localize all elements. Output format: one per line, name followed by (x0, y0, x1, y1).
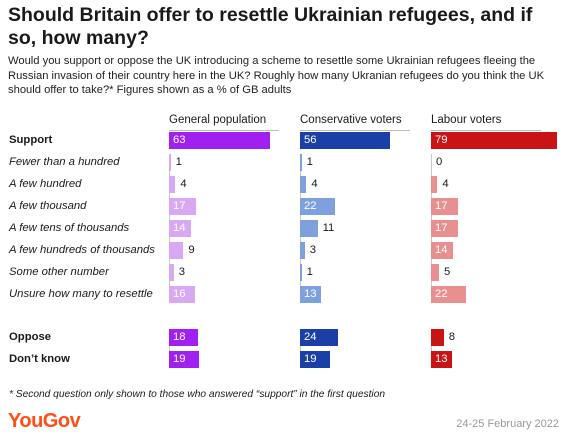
bar-labour (431, 176, 438, 193)
value-label-labour: 8 (448, 331, 456, 343)
value-label-general: 9 (188, 244, 195, 256)
value-label-conservative: 1 (306, 266, 313, 278)
value-label-general: 14 (173, 222, 186, 234)
row-label: Don’t know (9, 353, 70, 365)
bar-labour (431, 286, 467, 303)
value-label-conservative: 19 (304, 353, 317, 365)
bar-general (169, 220, 192, 237)
column-divider-general (169, 130, 279, 131)
value-label-labour: 4 (442, 178, 449, 190)
value-label-general: 1 (175, 156, 182, 168)
bar-labour (431, 198, 459, 215)
chart-subtitle: Would you support or oppose the UK intro… (8, 55, 545, 96)
value-label-conservative: 11 (322, 222, 335, 234)
bar-general (169, 154, 171, 171)
bar-labour (431, 132, 558, 149)
bar-conservative (300, 286, 321, 303)
value-label-conservative: 24 (304, 331, 317, 343)
bar-labour (431, 242, 454, 259)
value-label-general: 3 (178, 266, 186, 278)
column-divider-conservative (300, 130, 410, 131)
bar-general (169, 329, 198, 346)
axis-line-labour (431, 329, 432, 368)
value-label-labour: 17 (435, 222, 448, 234)
column-header-conservative: Conservative voters (300, 114, 402, 126)
bar-labour (431, 351, 452, 368)
bar-labour (431, 264, 439, 281)
value-label-labour: 79 (435, 134, 448, 146)
bar-conservative (300, 351, 331, 368)
axis-line-general (169, 329, 170, 368)
value-label-general: 16 (173, 288, 186, 300)
value-label-labour: 13 (435, 353, 448, 365)
bar-general (169, 176, 176, 193)
bar-general (169, 132, 270, 149)
row-label: A few thousand (9, 200, 87, 212)
value-label-conservative: 4 (311, 178, 318, 190)
survey-date: 24-25 February 2022 (456, 418, 559, 430)
bar-labour (431, 220, 459, 237)
value-label-labour: 14 (435, 244, 448, 256)
bar-labour (431, 329, 444, 346)
row-label: A few hundreds of thousands (9, 244, 155, 256)
bar-conservative (300, 329, 339, 346)
value-label-general: 18 (173, 331, 186, 343)
value-label-conservative: 3 (309, 244, 317, 256)
value-label-conservative: 13 (304, 288, 317, 300)
chart-title: Should Britain offer to resettle Ukraini… (8, 4, 533, 49)
bar-general (169, 242, 184, 259)
column-divider-labour (431, 130, 541, 131)
value-label-general: 4 (180, 178, 187, 190)
value-label-general: 19 (173, 353, 186, 365)
yougov-logo: YouGov (8, 410, 81, 432)
bar-general (169, 351, 200, 368)
bar-conservative (300, 242, 305, 259)
value-label-general: 63 (173, 134, 186, 146)
value-label-labour: 5 (444, 266, 451, 278)
column-header-labour: Labour voters (431, 114, 502, 126)
value-label-general: 17 (173, 200, 186, 212)
footnote: * Second question only shown to those wh… (9, 389, 386, 400)
column-header-general: General population (169, 114, 267, 126)
bar-general (169, 264, 174, 281)
bar-conservative (300, 198, 336, 215)
row-label: Oppose (9, 331, 52, 343)
row-label: A few hundred (9, 178, 82, 190)
value-label-conservative: 56 (304, 134, 317, 146)
bar-conservative (300, 264, 302, 281)
bar-conservative (300, 132, 390, 149)
row-label: Unsure how many to resettle (9, 288, 153, 300)
axis-line-conservative (300, 329, 301, 368)
row-label: Some other number (9, 266, 109, 278)
bar-conservative (300, 176, 307, 193)
value-label-conservative: 22 (304, 200, 317, 212)
row-label: Fewer than a hundred (9, 156, 120, 168)
bar-conservative (300, 154, 302, 171)
bar-general (169, 198, 197, 215)
row-label: A few tens of thousands (9, 222, 130, 234)
value-label-labour: 22 (435, 288, 448, 300)
value-label-labour: 0 (436, 156, 443, 168)
row-label: Support (9, 134, 53, 146)
value-label-conservative: 1 (306, 156, 313, 168)
value-label-labour: 17 (435, 200, 448, 212)
bar-general (169, 286, 195, 303)
bar-conservative (300, 220, 318, 237)
